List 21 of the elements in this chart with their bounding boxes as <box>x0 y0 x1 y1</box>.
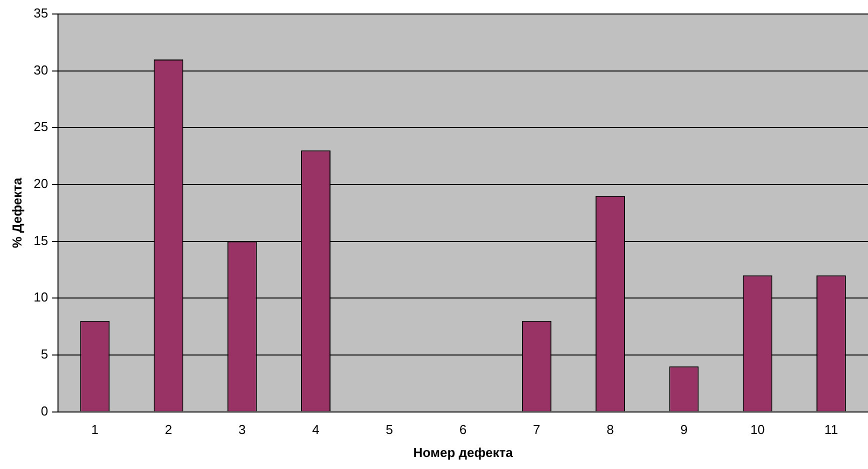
y-tick-label: 30 <box>34 62 48 78</box>
y-tick-label: 20 <box>34 176 48 192</box>
x-axis-title: Номер дефекта <box>413 444 514 460</box>
x-tick-label: 11 <box>824 422 838 438</box>
y-tick-label: 35 <box>34 6 48 21</box>
x-tick-label: 7 <box>533 422 540 438</box>
x-tick-label: 6 <box>459 422 467 438</box>
x-tick-label: 9 <box>680 422 688 438</box>
x-tick-label: 5 <box>386 422 394 438</box>
x-tick-label: 8 <box>606 422 614 438</box>
x-tick-label: 1 <box>91 422 98 438</box>
y-tick-label: 5 <box>40 346 48 362</box>
y-axis-title: % Дефекта <box>9 176 24 248</box>
y-tick-label: 0 <box>40 403 48 418</box>
x-tick-label: 10 <box>750 422 765 438</box>
y-tick-label: 10 <box>34 290 48 305</box>
x-tick-label: 2 <box>164 422 172 438</box>
x-tick-label: 3 <box>238 422 246 438</box>
x-tick-label: 4 <box>312 422 320 438</box>
y-tick-label: 15 <box>34 232 48 248</box>
y-tick-label: 25 <box>34 119 48 134</box>
